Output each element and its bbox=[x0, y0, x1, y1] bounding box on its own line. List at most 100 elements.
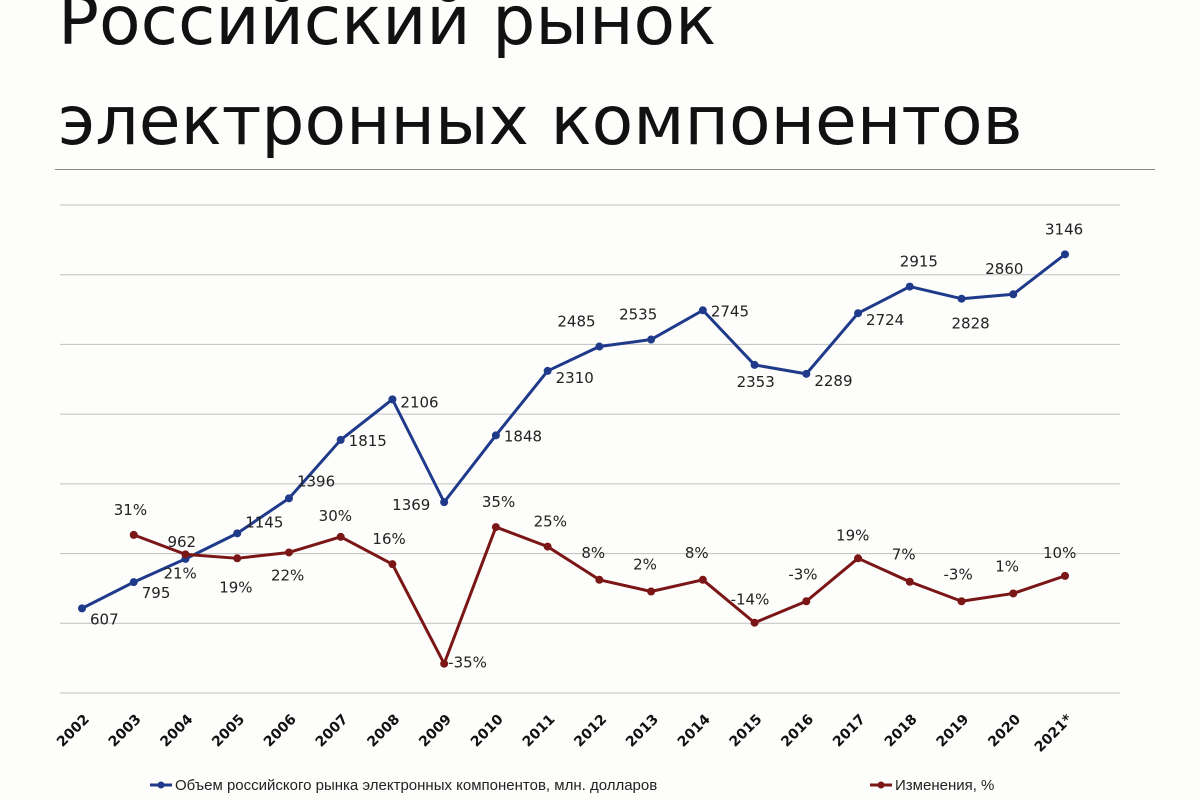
legend-marker bbox=[877, 781, 885, 789]
data-label: 2828 bbox=[952, 315, 990, 333]
data-point bbox=[698, 575, 707, 584]
x-axis-ticks: 2002 2003 2004 2005 2006 2007 2008 2009 2010 2011… bbox=[54, 711, 1076, 756]
legend-label: Изменения, % bbox=[895, 777, 994, 794]
data-label: -14% bbox=[731, 591, 770, 609]
data-point bbox=[78, 604, 86, 613]
data-label: -35% bbox=[448, 654, 487, 672]
data-label: 1815 bbox=[349, 432, 387, 450]
data-point bbox=[647, 335, 656, 344]
x-tick-label: 2020 bbox=[985, 711, 1024, 750]
data-label: 2535 bbox=[619, 306, 657, 324]
data-point bbox=[957, 597, 966, 606]
data-point bbox=[543, 366, 552, 375]
data-point bbox=[336, 532, 345, 541]
data-label: 2724 bbox=[866, 311, 904, 329]
x-tick-label: 2011 bbox=[520, 712, 559, 751]
data-label: 2353 bbox=[737, 373, 775, 391]
title-divider bbox=[55, 169, 1155, 170]
data-label: 21% bbox=[163, 564, 196, 582]
data-point bbox=[440, 659, 449, 668]
data-point bbox=[491, 431, 500, 440]
title-line-1: Российский рынок bbox=[58, 0, 717, 61]
data-label: 10% bbox=[1043, 544, 1076, 562]
data-point bbox=[647, 587, 656, 596]
title-line-2: электронных компонентов bbox=[58, 82, 1023, 161]
data-label: 2106 bbox=[400, 393, 438, 411]
data-label: 795 bbox=[142, 584, 171, 602]
x-tick-label: 2010 bbox=[468, 711, 507, 750]
x-tick-label: 2002 bbox=[54, 712, 93, 751]
data-label: 2% bbox=[633, 555, 657, 573]
data-label: -3% bbox=[788, 565, 817, 583]
data-point bbox=[1061, 571, 1069, 580]
x-tick-label: 2005 bbox=[209, 712, 248, 751]
data-point bbox=[233, 529, 242, 538]
x-tick-label: 2003 bbox=[106, 712, 145, 751]
x-tick-label: 2007 bbox=[313, 712, 352, 751]
x-tick-label: 2015 bbox=[727, 712, 766, 751]
data-point bbox=[854, 309, 863, 318]
data-label: 1396 bbox=[297, 472, 335, 490]
data-label: 19% bbox=[219, 578, 252, 596]
data-label: 8% bbox=[581, 544, 605, 562]
data-label: 2310 bbox=[556, 369, 594, 387]
data-label: 16% bbox=[372, 530, 405, 548]
data-label: 8% bbox=[685, 544, 709, 562]
data-point bbox=[181, 550, 190, 559]
x-tick-label: 2017 bbox=[830, 712, 869, 751]
data-label: 35% bbox=[482, 493, 515, 511]
data-point bbox=[129, 578, 138, 587]
data-points bbox=[78, 250, 1069, 668]
x-tick-label: 2009 bbox=[416, 712, 455, 751]
x-tick-label: 2004 bbox=[157, 711, 196, 750]
data-point bbox=[698, 306, 707, 315]
market-volume-line bbox=[81, 253, 1066, 610]
data-point bbox=[854, 554, 863, 563]
data-point bbox=[905, 577, 914, 586]
data-point bbox=[543, 542, 552, 551]
data-label: 2485 bbox=[557, 313, 595, 331]
data-point bbox=[284, 494, 293, 503]
data-point bbox=[233, 554, 242, 563]
data-label: 2745 bbox=[711, 302, 749, 320]
data-label: 3146 bbox=[1045, 220, 1083, 238]
data-point bbox=[957, 294, 966, 303]
data-label: 607 bbox=[90, 610, 119, 628]
legend-label: Объем российского рынка электронных комп… bbox=[175, 777, 657, 794]
legend-marker bbox=[157, 781, 165, 789]
data-labels: 607 795 962 1145 1396 1815 2106 1369 1848 2310 248… bbox=[90, 220, 1083, 671]
data-label: 1848 bbox=[504, 427, 542, 445]
x-tick-label: 2018 bbox=[882, 712, 921, 751]
data-point bbox=[905, 282, 914, 291]
data-point bbox=[1009, 589, 1018, 598]
data-label: 7% bbox=[892, 546, 916, 564]
data-label: -3% bbox=[944, 565, 973, 583]
gridlines bbox=[60, 204, 1120, 694]
x-tick-label: 2008 bbox=[364, 712, 403, 751]
x-tick-label: 2014 bbox=[675, 711, 714, 750]
data-point bbox=[802, 369, 811, 378]
data-label: 30% bbox=[319, 507, 352, 525]
data-point bbox=[336, 435, 345, 444]
data-point bbox=[388, 560, 397, 569]
data-label: 2915 bbox=[900, 253, 938, 271]
x-tick-label: 2013 bbox=[623, 712, 662, 751]
data-point bbox=[491, 523, 500, 532]
data-label: 1145 bbox=[245, 513, 283, 531]
data-point bbox=[802, 597, 811, 606]
data-label: 1369 bbox=[392, 496, 430, 514]
data-label: 2860 bbox=[985, 260, 1023, 278]
data-point bbox=[388, 395, 397, 404]
data-point bbox=[1009, 290, 1018, 299]
data-point bbox=[284, 548, 293, 557]
data-point bbox=[595, 342, 604, 351]
x-tick-label: 2016 bbox=[778, 712, 817, 751]
data-label: 19% bbox=[836, 526, 869, 544]
x-tick-label: 2021* bbox=[1032, 711, 1077, 756]
data-label: 1% bbox=[995, 557, 1019, 575]
legend: Объем российского рынка электронных комп… bbox=[150, 777, 994, 794]
data-point bbox=[750, 360, 759, 369]
data-label: 962 bbox=[167, 533, 196, 551]
x-tick-label: 2012 bbox=[571, 712, 610, 751]
